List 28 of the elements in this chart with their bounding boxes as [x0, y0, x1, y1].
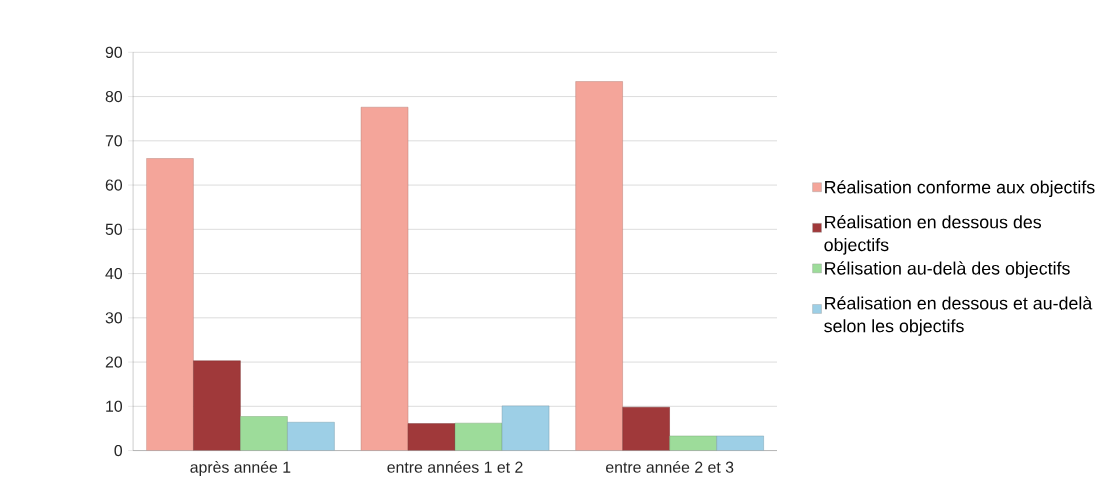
bar	[501, 405, 550, 451]
x-tick-label: entre années 1 et 2	[387, 460, 523, 473]
y-tick-label: 10	[106, 400, 123, 412]
legend-label: Réalisation en dessous des objectifs	[824, 214, 1042, 255]
y-tick-label: 30	[105, 312, 123, 324]
y-tick-label: 40	[105, 267, 123, 280]
y-tick-label: 20	[105, 356, 123, 368]
bar	[146, 158, 194, 451]
y-tick-label: 80	[105, 90, 123, 103]
bar	[240, 416, 288, 451]
bar	[193, 360, 241, 451]
y-tick-label: 90	[105, 46, 123, 58]
bar	[407, 423, 456, 451]
bar	[454, 422, 503, 451]
x-tick-label: entre année 2 et 3	[606, 460, 734, 473]
x-tick-label: après année 1	[190, 460, 291, 476]
bar	[622, 406, 670, 451]
y-tick-label: 50	[105, 223, 123, 235]
bar	[575, 81, 623, 451]
y-tick-label: 60	[105, 179, 123, 191]
y-tick-label: 0	[114, 444, 123, 457]
legend-label: Réalisation en dessous et au-delà selon les objectifs	[824, 296, 1093, 336]
bar	[360, 106, 409, 451]
legend-label: Rélisation au-delà des objectifs	[825, 261, 1070, 279]
y-tick-label: 70	[105, 135, 123, 147]
bar	[669, 435, 717, 451]
bar	[287, 421, 335, 451]
legend-label: Réalisation conforme aux objectifs	[825, 180, 1095, 197]
